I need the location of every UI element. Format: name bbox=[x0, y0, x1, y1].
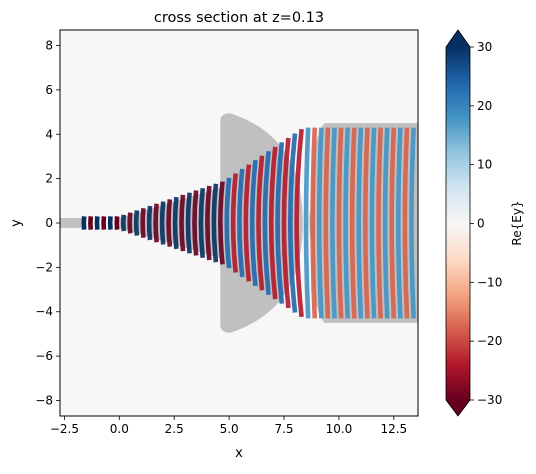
field-wavefront bbox=[372, 128, 374, 319]
colorbar-extend-top bbox=[446, 30, 470, 47]
y-tick-label: 6 bbox=[45, 83, 53, 97]
field-wavefront bbox=[405, 128, 407, 319]
field-wavefront bbox=[313, 128, 315, 319]
colorbar-tick-label: 20 bbox=[477, 99, 492, 113]
chart-title: cross section at z=0.13 bbox=[154, 10, 324, 26]
field-wavefront bbox=[156, 204, 157, 242]
y-tick-label: 0 bbox=[45, 216, 53, 230]
colorbar-ticks: 30 20 10 0 −10 −20 −30 bbox=[470, 40, 502, 407]
x-tick-label: 2.5 bbox=[165, 422, 184, 436]
field-wavefront bbox=[306, 128, 308, 319]
plot-area bbox=[60, 30, 420, 416]
y-tick-label: −2 bbox=[35, 260, 53, 274]
y-tick-label: −8 bbox=[35, 393, 53, 407]
field-wavefront bbox=[201, 188, 203, 258]
field-wavefront bbox=[339, 128, 341, 319]
field-wavefront bbox=[220, 182, 222, 265]
field-wavefront bbox=[332, 128, 334, 319]
field-wavefront bbox=[392, 128, 394, 319]
x-tick-label: 12.5 bbox=[380, 422, 407, 436]
field-wavefront bbox=[207, 186, 209, 260]
field-wavefront bbox=[398, 128, 400, 319]
field-wavefront bbox=[326, 128, 328, 319]
x-tick-label: 7.5 bbox=[274, 422, 293, 436]
x-tick-label: 5.0 bbox=[220, 422, 239, 436]
field-wavefront bbox=[162, 202, 163, 245]
field-wavefront bbox=[385, 128, 387, 319]
colorbar-tick-label: −10 bbox=[477, 275, 502, 289]
x-tick-label: 10.0 bbox=[326, 422, 353, 436]
field-wavefront bbox=[194, 190, 196, 255]
field-wavefront bbox=[233, 173, 236, 272]
field-wavefront bbox=[365, 128, 367, 319]
colorbar-tick-label: 0 bbox=[477, 217, 485, 231]
y-tick-label: 8 bbox=[45, 39, 53, 53]
field-wavefront bbox=[136, 210, 137, 235]
field-wavefront bbox=[182, 195, 183, 251]
field-wavefront bbox=[169, 199, 170, 246]
field-wavefront bbox=[411, 128, 413, 319]
y-tick-label: −6 bbox=[35, 349, 53, 363]
field-wavefront bbox=[149, 206, 150, 240]
colorbar-tick-label: 10 bbox=[477, 158, 492, 172]
y-axis: 8 6 4 2 0 −2 −4 −6 −8 bbox=[35, 39, 60, 408]
field-wavefront bbox=[214, 184, 216, 262]
y-axis-label: y bbox=[9, 219, 24, 227]
x-tick-label: −2.5 bbox=[50, 422, 79, 436]
colorbar-tick-label: 30 bbox=[477, 40, 492, 54]
y-tick-label: −4 bbox=[35, 305, 53, 319]
field-wavefront bbox=[359, 128, 361, 319]
field-wavefront bbox=[188, 193, 190, 254]
field-wavefront bbox=[175, 197, 176, 249]
field-wavefront bbox=[346, 128, 348, 319]
field-wavefront bbox=[319, 128, 321, 319]
field-wavefront bbox=[352, 128, 354, 319]
x-axis-label: x bbox=[235, 446, 243, 461]
field-wavefront bbox=[143, 208, 144, 238]
structure-input-waveguide bbox=[60, 218, 84, 228]
field-wavefront bbox=[130, 213, 131, 234]
x-tick-label: 0.0 bbox=[110, 422, 129, 436]
y-tick-label: 2 bbox=[45, 172, 53, 186]
colorbar-extend-bottom bbox=[446, 400, 470, 416]
colorbar-gradient bbox=[446, 47, 470, 400]
colorbar: 30 20 10 0 −10 −20 −30 Re{Ey} bbox=[446, 30, 524, 416]
y-tick-label: 4 bbox=[45, 127, 53, 141]
colorbar-tick-label: −30 bbox=[477, 393, 502, 407]
x-axis: −2.5 0.0 2.5 5.0 7.5 10.0 12.5 bbox=[50, 416, 407, 436]
field-wavefront bbox=[379, 128, 381, 319]
field-wavefront bbox=[227, 178, 229, 268]
colorbar-tick-label: −20 bbox=[477, 334, 502, 348]
colorbar-label: Re{Ey} bbox=[510, 200, 524, 245]
